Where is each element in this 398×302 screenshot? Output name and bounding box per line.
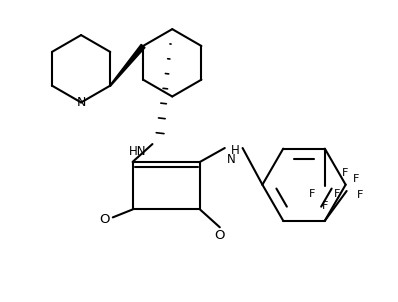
Text: HN: HN	[129, 146, 146, 159]
Text: N: N	[76, 96, 86, 109]
Text: F: F	[357, 190, 364, 200]
Polygon shape	[110, 44, 145, 86]
Text: F: F	[353, 174, 360, 184]
Text: H: H	[231, 143, 240, 156]
Text: F: F	[322, 201, 328, 211]
Text: O: O	[100, 213, 110, 226]
Text: F: F	[341, 168, 348, 178]
Text: F: F	[309, 189, 315, 199]
Text: N: N	[227, 153, 236, 166]
Text: O: O	[215, 229, 225, 242]
Text: F: F	[334, 189, 341, 199]
